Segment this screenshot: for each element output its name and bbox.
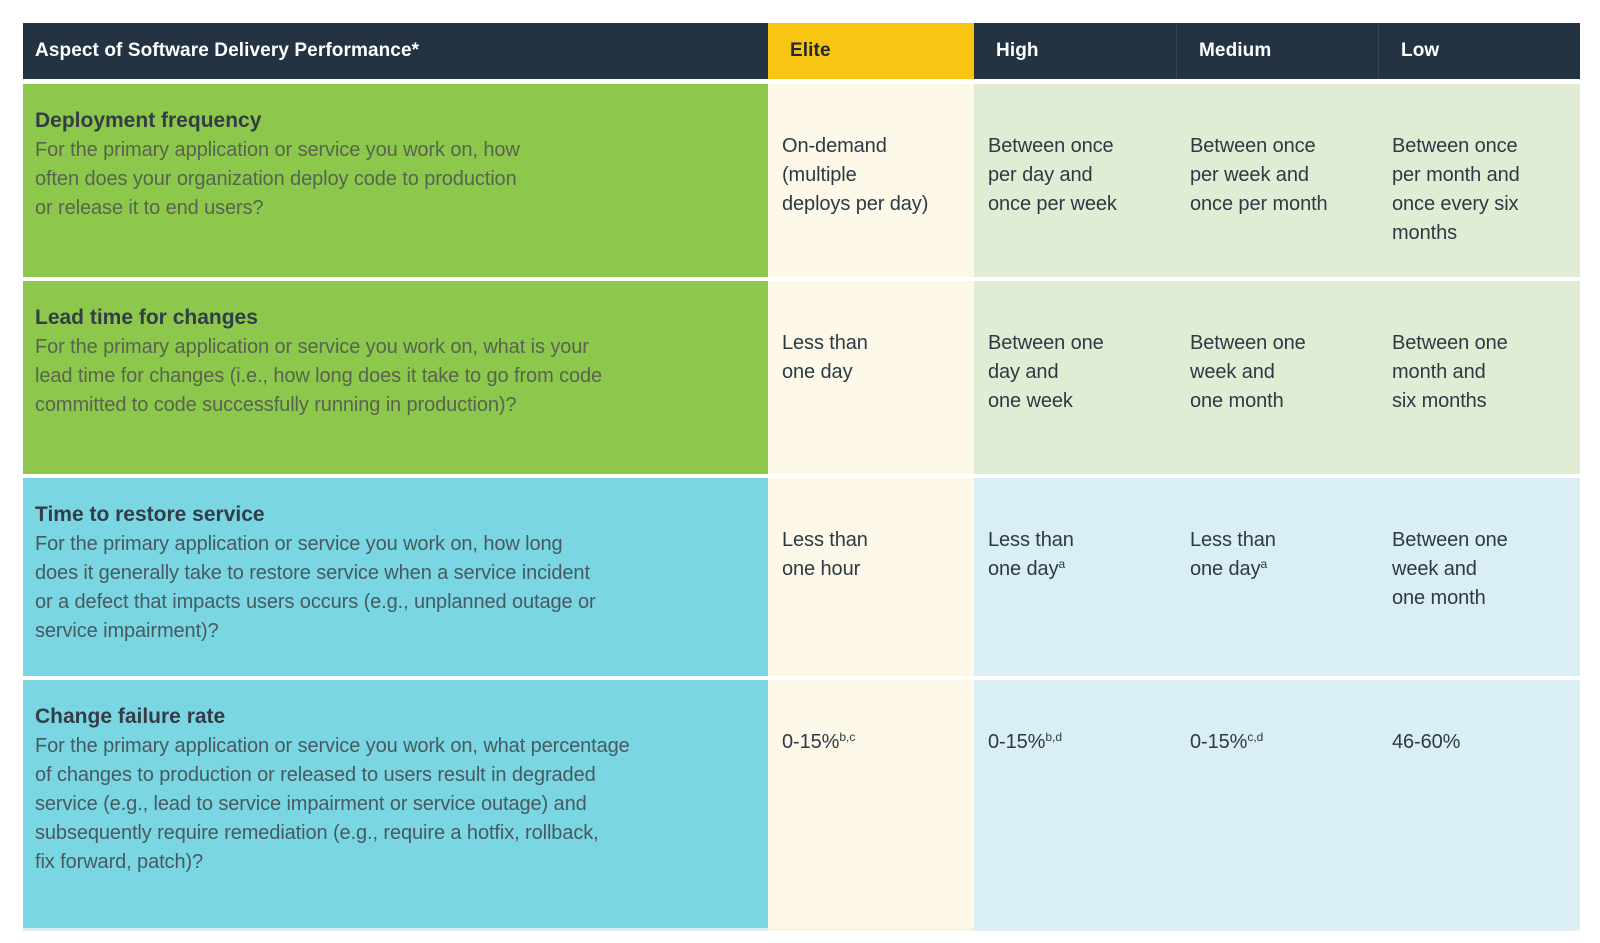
cell-value: Between once per day and once per week xyxy=(988,135,1117,215)
row-description: For the primary application or service y… xyxy=(35,336,603,416)
column-header-medium: Medium xyxy=(1176,23,1378,79)
elite-value-cell: Less than one hour xyxy=(768,478,974,676)
row-title: Change failure rate xyxy=(35,705,226,728)
cell-value: Less than one hour xyxy=(782,529,868,580)
row-title: Time to restore service xyxy=(35,503,265,526)
row-description: For the primary application or service y… xyxy=(35,533,596,642)
footnote-marker: c,d xyxy=(1247,730,1264,744)
row-title: Deployment frequency xyxy=(35,109,262,132)
cell-value: 0-15% xyxy=(1190,731,1248,753)
table-row-change-failure-rate: Change failure rate For the primary appl… xyxy=(23,680,1580,928)
medium-value-cell: Between once per week and once per month xyxy=(1176,84,1378,277)
low-header-label: Low xyxy=(1401,40,1440,61)
cell-value: Between one month and six months xyxy=(1392,332,1508,412)
low-value-cell: Between one month and six months xyxy=(1378,281,1580,474)
footnote-marker: b,c xyxy=(839,730,856,744)
cell-value: 0-15% xyxy=(782,731,840,753)
cell-value: Between one week and one month xyxy=(1190,332,1306,412)
elite-value-cell: On-demand (multiple deploys per day) xyxy=(768,84,974,277)
aspect-header-label: Aspect of Software Delivery Performance* xyxy=(35,40,420,61)
high-header-label: High xyxy=(996,40,1039,61)
cell-value: Less than one day xyxy=(988,529,1074,580)
medium-header-label: Medium xyxy=(1199,40,1272,61)
elite-value-cell: 0-15%b,c xyxy=(768,680,974,928)
low-value-cell: Between once per month and once every si… xyxy=(1378,84,1580,277)
cell-value: Between one week and one month xyxy=(1392,529,1508,609)
footnote-marker: a xyxy=(1058,557,1066,571)
performance-table: Aspect of Software Delivery Performance*… xyxy=(23,23,1580,928)
aspect-cell: Lead time for changes For the primary ap… xyxy=(23,281,768,474)
cell-value: Between once per week and once per month xyxy=(1190,135,1328,215)
low-value-cell: Between one week and one month xyxy=(1378,478,1580,676)
cell-value: Between one day and one week xyxy=(988,332,1104,412)
table-header-row: Aspect of Software Delivery Performance*… xyxy=(23,23,1580,79)
elite-value-cell: Less than one day xyxy=(768,281,974,474)
aspect-cell: Deployment frequency For the primary app… xyxy=(23,84,768,277)
high-value-cell: 0-15%b,d xyxy=(974,680,1176,928)
cell-value: 0-15% xyxy=(988,731,1046,753)
medium-value-cell: Less than one daya xyxy=(1176,478,1378,676)
footnote-marker: a xyxy=(1260,557,1268,571)
table-row-deployment-frequency: Deployment frequency For the primary app… xyxy=(23,84,1580,277)
row-description: For the primary application or service y… xyxy=(35,139,520,219)
cell-value: Less than one day xyxy=(1190,529,1276,580)
cell-value: 46-60% xyxy=(1392,731,1461,753)
aspect-cell: Time to restore service For the primary … xyxy=(23,478,768,676)
cell-value: On-demand (multiple deploys per day) xyxy=(782,135,929,215)
cell-value: Less than one day xyxy=(782,332,868,383)
column-header-low: Low xyxy=(1378,23,1580,79)
medium-value-cell: Between one week and one month xyxy=(1176,281,1378,474)
elite-header-label: Elite xyxy=(790,40,831,61)
cell-value: Between once per month and once every si… xyxy=(1392,135,1520,244)
medium-value-cell: 0-15%c,d xyxy=(1176,680,1378,928)
column-header-high: High xyxy=(974,23,1176,79)
column-header-elite: Elite xyxy=(768,23,974,79)
row-description: For the primary application or service y… xyxy=(35,735,630,873)
column-header-aspect: Aspect of Software Delivery Performance* xyxy=(23,23,768,79)
high-value-cell: Between one day and one week xyxy=(974,281,1176,474)
low-value-cell: 46-60% xyxy=(1378,680,1580,928)
row-title: Lead time for changes xyxy=(35,306,258,329)
table-row-lead-time: Lead time for changes For the primary ap… xyxy=(23,281,1580,474)
high-value-cell: Between once per day and once per week xyxy=(974,84,1176,277)
high-value-cell: Less than one daya xyxy=(974,478,1176,676)
table-row-time-to-restore: Time to restore service For the primary … xyxy=(23,478,1580,676)
aspect-cell: Change failure rate For the primary appl… xyxy=(23,680,768,928)
footnote-marker: b,d xyxy=(1045,730,1063,744)
